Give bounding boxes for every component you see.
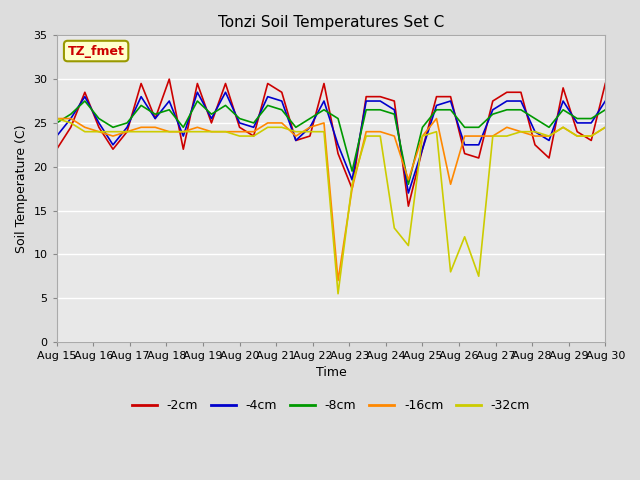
Legend: -2cm, -4cm, -8cm, -16cm, -32cm: -2cm, -4cm, -8cm, -16cm, -32cm [127, 394, 535, 417]
Text: TZ_fmet: TZ_fmet [68, 45, 125, 58]
Title: Tonzi Soil Temperatures Set C: Tonzi Soil Temperatures Set C [218, 15, 444, 30]
X-axis label: Time: Time [316, 367, 346, 380]
Y-axis label: Soil Temperature (C): Soil Temperature (C) [15, 124, 28, 253]
